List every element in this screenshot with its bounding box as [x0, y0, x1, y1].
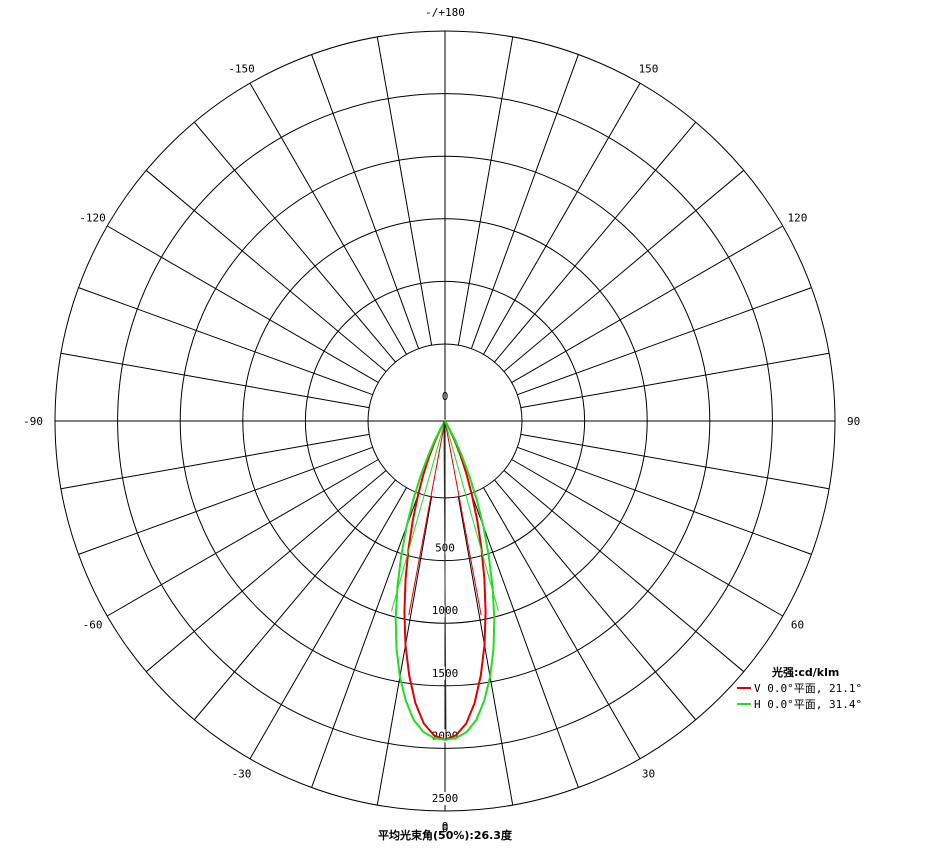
grid-spoke [470, 54, 579, 349]
grid-spoke [483, 487, 641, 759]
grid-spoke [193, 121, 396, 363]
grid-spoke [457, 36, 514, 346]
series-curve-h [394, 418, 496, 741]
legend-entry-h: H 0.0°平面, 31.4° [754, 698, 862, 711]
grid-spoke [145, 470, 387, 673]
angle-tick-label: 150 [639, 63, 659, 76]
angle-tick-label: -60 [83, 619, 103, 632]
grid-spoke [376, 36, 433, 346]
grid-spoke [494, 121, 697, 363]
angle-tick-label: 0 [442, 822, 449, 835]
grid-spoke [470, 493, 579, 788]
angle-tick-label: -90 [23, 415, 43, 428]
legend-title: 光强:cd/klm [771, 665, 839, 679]
angle-tick-label: -/+180 [425, 6, 465, 19]
angle-tick-label: 30 [642, 767, 655, 780]
angle-tick-label: -30 [232, 767, 252, 780]
beam-angle-line [444, 420, 482, 616]
grid-spoke [249, 83, 407, 355]
angle-tick-label: 120 [788, 212, 808, 225]
radial-label-bg [429, 792, 461, 805]
grid-spoke [78, 287, 373, 396]
beam-angle-line [444, 420, 499, 612]
grid-spoke [145, 169, 387, 372]
radial-tick-label: 2500 [432, 792, 459, 805]
radial-label-bg [429, 666, 461, 680]
grid-spoke [107, 459, 379, 617]
grid-spoke [60, 433, 370, 490]
series-curves [391, 418, 499, 741]
grid-spoke [503, 470, 745, 673]
beam-angle-line [391, 420, 446, 612]
grid-spoke [517, 446, 812, 555]
grid-spoke [494, 479, 697, 721]
legend: 光强:cd/klm V 0.0°平面, 21.1° H 0.0°平面, 31.4… [737, 665, 862, 711]
grid-spoke [311, 493, 420, 788]
grid-spoke [193, 479, 396, 721]
grid-spoke [376, 496, 433, 806]
grid-spoke [511, 225, 783, 383]
grid-spoke [60, 352, 370, 409]
grid-spoke [457, 496, 514, 806]
angle-tick-label: 90 [847, 415, 860, 428]
grid-spoke [520, 433, 830, 490]
legend-entry-v: V 0.0°平面, 21.1° [754, 682, 862, 695]
grid-spoke [311, 54, 420, 349]
radial-tick-label: 1500 [432, 667, 459, 680]
angle-tick-label: -120 [79, 212, 106, 225]
grid-spoke [78, 446, 373, 555]
grid-spoke [503, 169, 745, 372]
center-label: 0 [442, 390, 449, 403]
beam-axis-line [443, 420, 447, 740]
polar-grid [54, 30, 836, 812]
grid-spoke [511, 459, 783, 617]
grid-spoke [249, 487, 407, 759]
average-beam-angle-footer: 平均光束角(50%):26.3度 [378, 828, 513, 842]
angle-tick-label: -150 [228, 63, 255, 76]
grid-spoke [483, 83, 641, 355]
radial-tick-label: 0 [442, 820, 449, 833]
angle-tick-label: 60 [791, 619, 804, 632]
beam-angle-line [408, 420, 446, 616]
grid-spoke [107, 225, 379, 383]
grid-spoke [520, 352, 830, 409]
grid-spoke [517, 287, 812, 396]
angle-labels: -/+180 150 120 90 60 30 0 -30 -60 -90 -120 -150 [23, 6, 860, 835]
